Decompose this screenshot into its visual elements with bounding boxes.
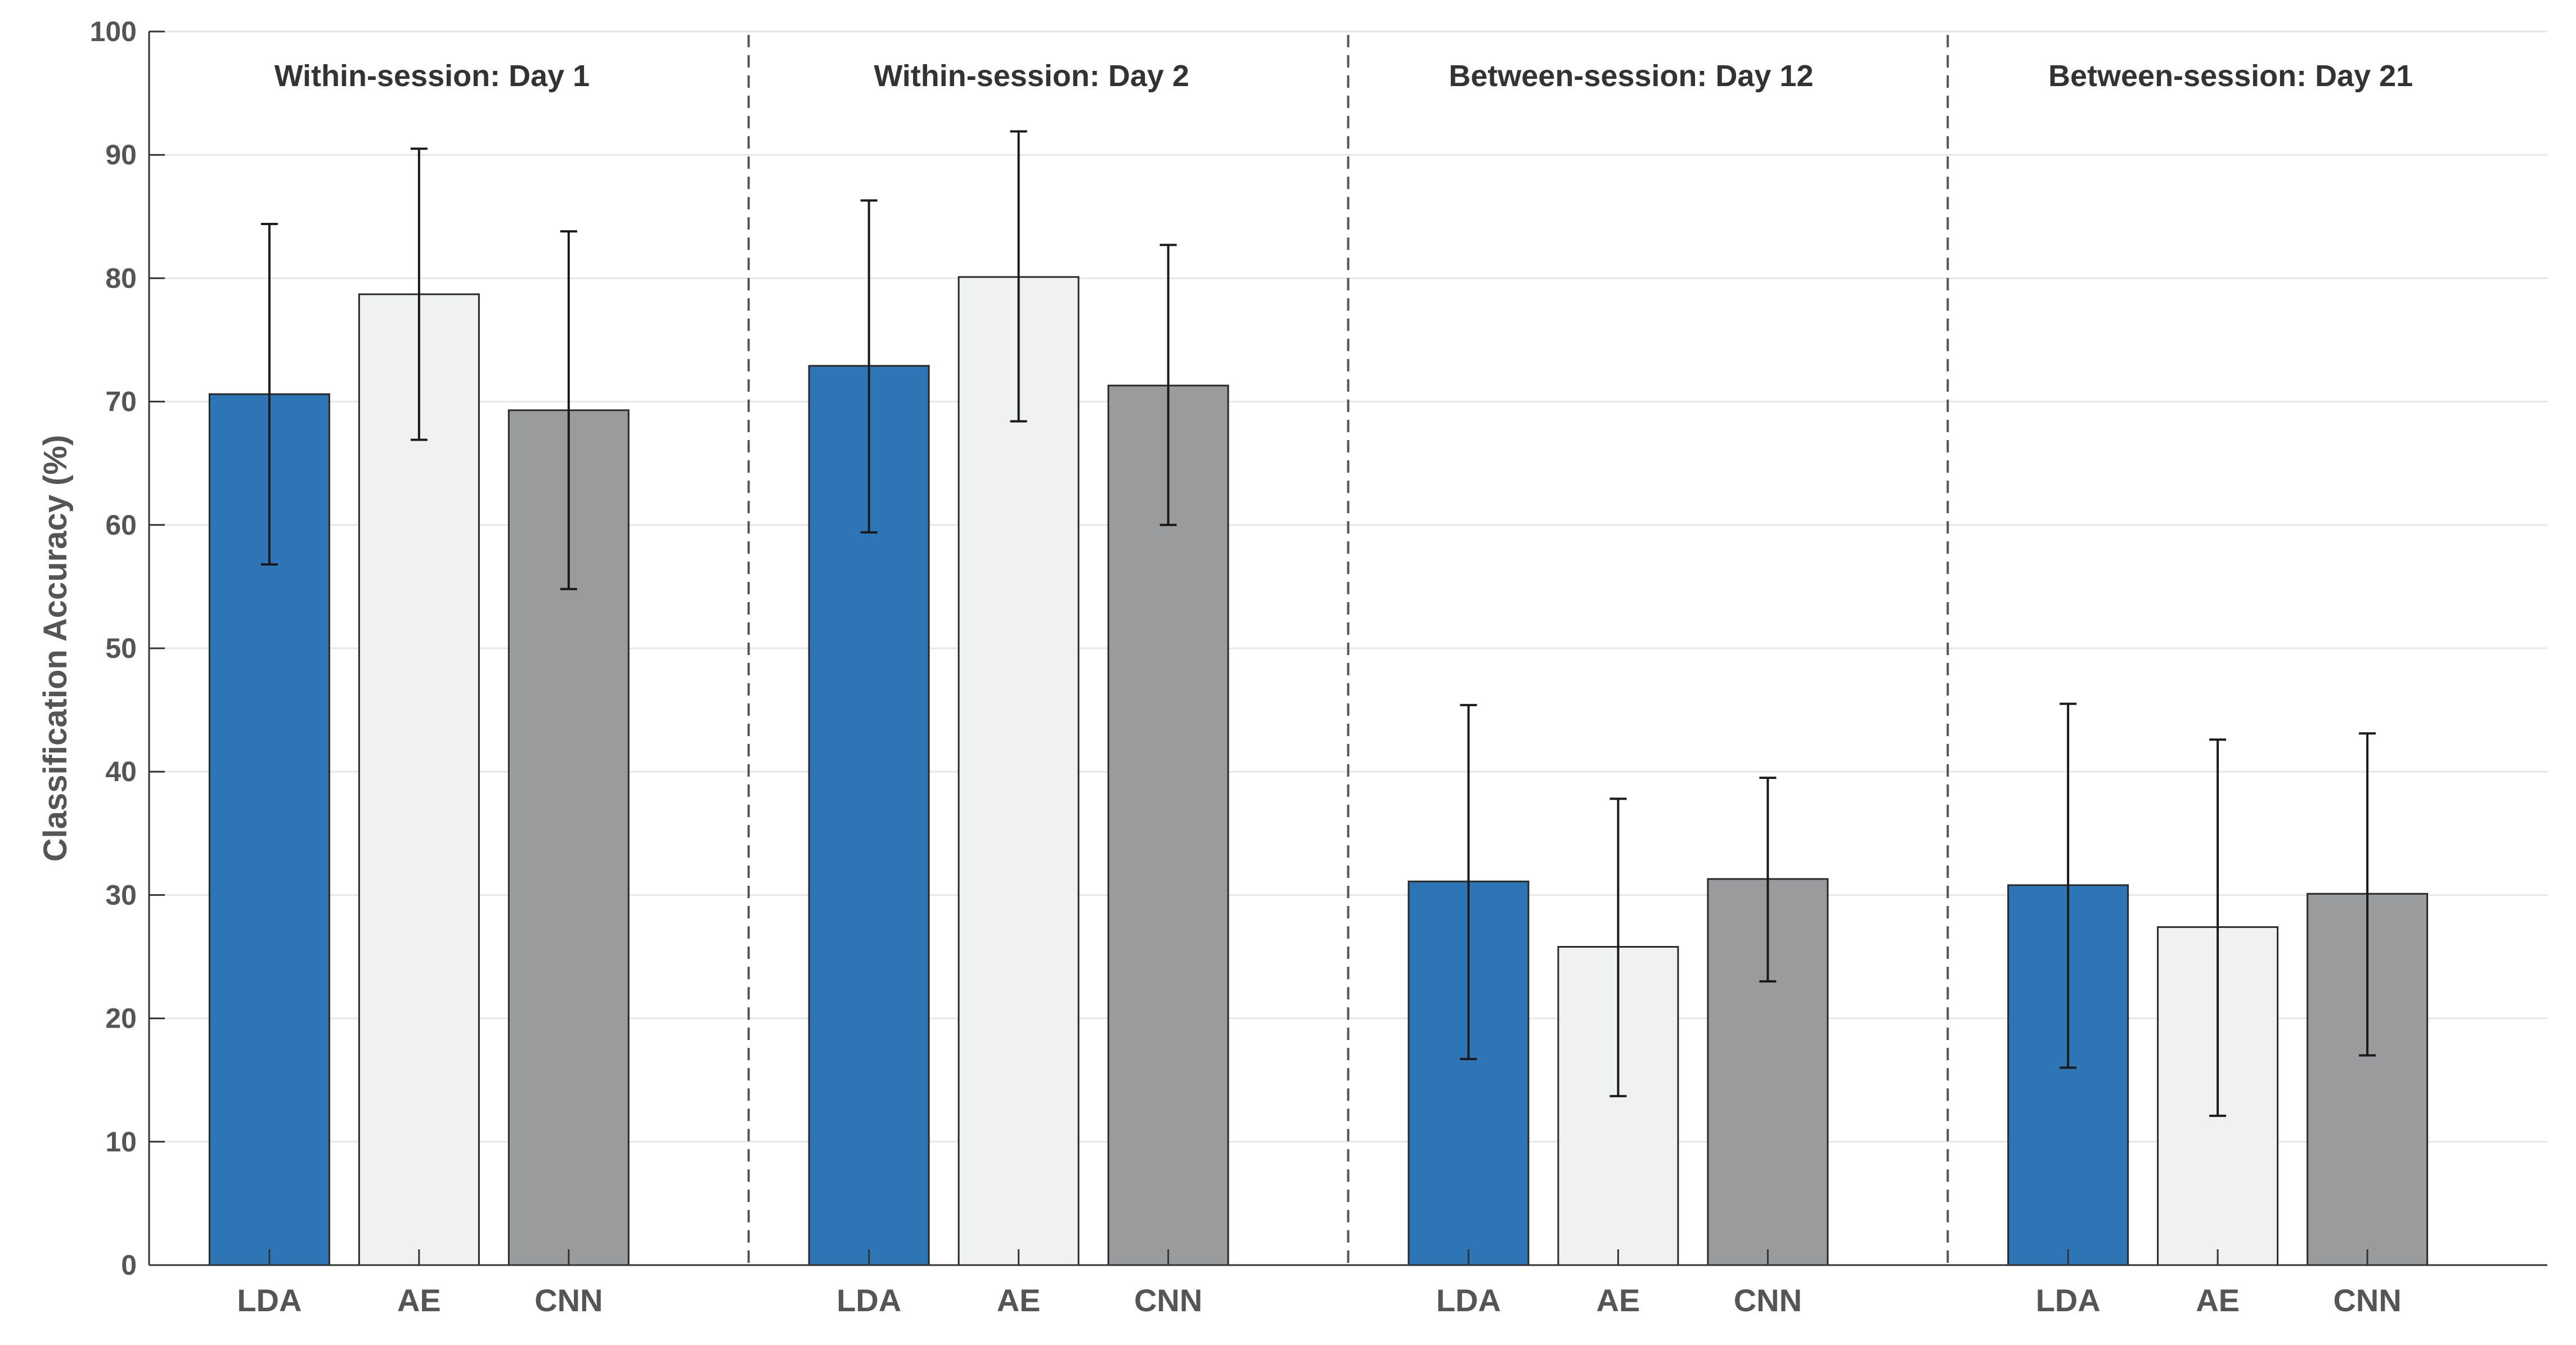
category-label: AE [397, 1283, 441, 1318]
axes [148, 30, 2547, 1266]
group-title: Between-session: Day 12 [1449, 59, 1813, 93]
y-tick-label: 90 [105, 139, 137, 171]
y-tick-label: 70 [105, 386, 137, 418]
y-tick-label: 80 [105, 262, 137, 294]
category-label: CNN [2333, 1283, 2401, 1318]
error-bars [260, 130, 2376, 1117]
category-label: AE [997, 1283, 1041, 1318]
category-label: LDA [237, 1283, 302, 1318]
y-tick-label: 50 [105, 633, 137, 664]
y-tick-label: 30 [105, 879, 137, 911]
category-label: CNN [1134, 1283, 1202, 1318]
category-label: LDA [1436, 1283, 1501, 1318]
group-title: Between-session: Day 21 [2048, 59, 2413, 93]
y-tick-label: 40 [105, 756, 137, 787]
labels: 0 10 20 30 40 50 60 70 80 90 100 Classification Acc… [37, 16, 2413, 1318]
group-title: Within-session: Day 2 [874, 59, 1189, 93]
bar-ae [358, 293, 480, 1266]
category-label: CNN [534, 1283, 603, 1318]
category-label: AE [1596, 1283, 1640, 1318]
category-label: AE [2196, 1283, 2240, 1318]
category-label: CNN [1734, 1283, 1802, 1318]
category-label: LDA [837, 1283, 901, 1318]
y-tick-label: 0 [121, 1249, 137, 1281]
y-tick-label: 60 [105, 509, 137, 541]
y-tick-label: 100 [90, 16, 137, 47]
y-tick-label: 10 [105, 1126, 137, 1158]
group-separators [747, 35, 1949, 1265]
y-tick-label: 20 [105, 1003, 137, 1034]
bar-ae [957, 276, 1080, 1266]
group-title: Within-session: Day 1 [275, 59, 590, 93]
y-axis-title: Classification Accuracy (%) [37, 435, 74, 862]
category-label: LDA [2036, 1283, 2101, 1318]
